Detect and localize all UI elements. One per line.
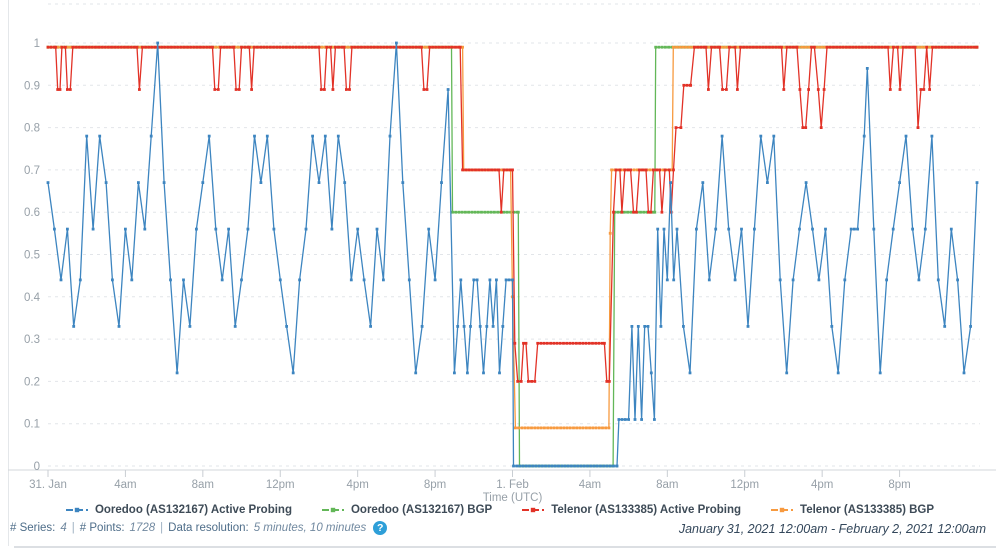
y-axis-tick-label: 0: [34, 461, 40, 473]
x-axis-tick-label: 12pm: [730, 479, 759, 491]
separator: |: [71, 522, 75, 534]
series-markers-red: [46, 45, 979, 383]
y-axis-tick-label: 0.8: [24, 123, 40, 135]
legend-item-orange[interactable]: Telenor (AS133385) BGP: [771, 504, 934, 516]
series-count-value: 4: [60, 522, 67, 534]
legend-label: Ooredoo (AS132167) Active Probing: [94, 504, 292, 516]
y-axis-tick-label: 0.7: [24, 165, 40, 177]
y-axis-tick-label: 0.1: [24, 419, 40, 431]
y-axis-tick-label: 0.3: [24, 334, 40, 346]
legend-marker-red: [522, 507, 545, 513]
x-axis-tick-label: 8pm: [424, 479, 446, 491]
x-axis-tick-label: 4am: [579, 479, 601, 491]
y-axis-tick-label: 0.2: [24, 376, 40, 388]
y-axis-tick-label: 1: [34, 38, 40, 50]
legend-label: Telenor (AS133385) BGP: [800, 504, 935, 516]
y-axis-tick-label: 0.5: [24, 250, 40, 262]
bottom-divider: [14, 546, 996, 548]
stats-bar: # Series: 4 | # Points: 1728 | Data reso…: [10, 521, 388, 535]
data-resolution-label: Data resolution:: [168, 522, 249, 534]
legend-marker-green: [321, 507, 344, 513]
y-axis-tick-label: 0.9: [24, 80, 40, 92]
panel-left-border: [8, 0, 9, 546]
x-axis-tick-label: 8am: [192, 479, 214, 491]
series-count-label: # Series:: [10, 522, 56, 534]
series-markers-blue: [46, 41, 979, 468]
x-axis-tick-label: 8pm: [888, 479, 910, 491]
y-axis-tick-label: 0.4: [24, 292, 41, 304]
x-axis-tick-label: 8am: [656, 479, 678, 491]
x-axis-tick-label: 31. Jan: [29, 479, 67, 491]
legend-label: Telenor (AS133385) Active Probing: [551, 504, 742, 516]
legend-item-green[interactable]: Ooredoo (AS132167) BGP: [321, 504, 493, 516]
chart-legend: Ooredoo (AS132167) Active Probing Ooredoo…: [0, 504, 1000, 516]
x-axis-tick-label: 4am: [114, 479, 136, 491]
x-axis-tick-label: 4pm: [811, 479, 833, 491]
x-axis-tick-label: 1. Feb: [496, 479, 529, 491]
separator: |: [160, 522, 164, 534]
x-axis-tick-label: 4pm: [346, 479, 368, 491]
points-count-label: # Points:: [79, 522, 125, 534]
legend-label: Ooredoo (AS132167) BGP: [350, 504, 493, 516]
x-axis-tick-label: 12pm: [266, 479, 295, 491]
date-range-label: January 31, 2021 12:00am - February 2, 2…: [678, 522, 986, 536]
legend-item-red[interactable]: Telenor (AS133385) Active Probing: [522, 504, 741, 516]
series-line-orange: [48, 46, 977, 429]
series-line-blue: [47, 42, 978, 467]
y-axis-tick-label: 0.6: [24, 207, 40, 219]
x-axis-title: Time (UTC): [483, 492, 543, 504]
legend-item-blue[interactable]: Ooredoo (AS132167) Active Probing: [65, 504, 292, 516]
points-count-value: 1728: [129, 522, 156, 534]
help-icon[interactable]: ?: [373, 521, 388, 535]
legend-marker-blue: [65, 507, 88, 513]
legend-marker-orange: [771, 507, 794, 513]
data-resolution-value: 5 minutes, 10 minutes: [253, 522, 367, 534]
